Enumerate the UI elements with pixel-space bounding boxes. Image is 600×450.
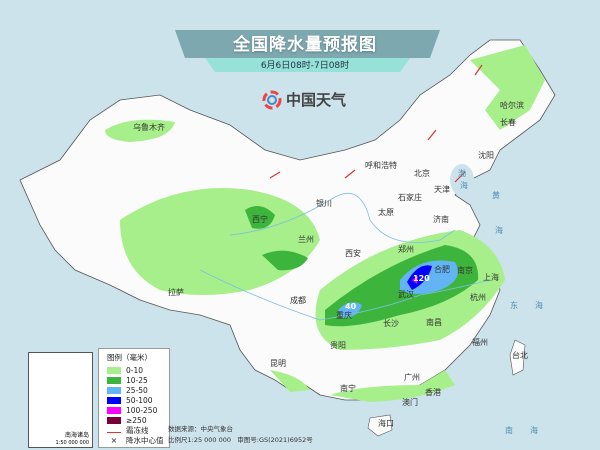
legend-swatch (107, 366, 121, 374)
city-label: 广州 (404, 373, 420, 382)
inset-title: 南海诸岛 (64, 432, 89, 439)
map-subtitle: 6月6日08时-7日08时 (260, 61, 350, 71)
city-label: 沈阳 (478, 151, 494, 160)
legend-label: 0-10 (126, 365, 144, 375)
city-label: 海口 (378, 419, 394, 428)
city-label: 南宁 (340, 384, 356, 393)
sea-label: 海 (535, 301, 543, 310)
sea-label: 南 (505, 426, 513, 435)
city-label: 乌鲁木齐 (133, 123, 165, 132)
legend-swatch (107, 386, 121, 394)
china-weather-logo-icon (262, 90, 282, 109)
legend-label: ≥250 (126, 415, 147, 425)
legend-swatch (107, 416, 121, 424)
source-info: 数据来源：中央气象台 比例尺1:25 000 000 审图号:GS(2021)6… (168, 424, 313, 446)
city-label: 杭州 (470, 293, 486, 302)
legend-item: 0-10 (107, 365, 169, 375)
city-label: 贵阳 (330, 341, 346, 350)
legend-item: 100-250 (107, 405, 169, 415)
legend-swatch (107, 406, 121, 414)
legend-swatch (107, 396, 121, 404)
legend: 图例（毫米） 0-10 10-25 25-50 50-100 100-250 ≥250 霜… (98, 348, 170, 448)
city-label: 哈尔滨 (500, 101, 524, 110)
city-label: 太原 (378, 208, 394, 217)
city-label: 武汉 (398, 290, 414, 299)
legend-label: 25-50 (126, 385, 148, 395)
city-label: 福州 (472, 338, 488, 347)
city-label: 昆明 (270, 359, 286, 368)
legend-title: 图例（毫米） (107, 353, 152, 362)
legend-item: 25-50 (107, 385, 169, 395)
legend-center: × 降水中心值 (107, 435, 169, 445)
precip-50-100 (407, 265, 432, 290)
precip-center-value: 40 (345, 302, 357, 311)
legend-label: 50-100 (126, 395, 153, 405)
city-label: 北京 (414, 169, 430, 178)
city-label: 天津 (434, 185, 450, 194)
cross-icon: × (110, 435, 118, 445)
sea-label: 海 (460, 181, 468, 190)
precip-100-250 (412, 276, 418, 284)
frost-lines (269, 64, 483, 183)
legend-label: 10-25 (126, 375, 148, 385)
city-label: 长春 (500, 118, 516, 127)
legend-item: ≥250 (107, 415, 169, 425)
sea-label: 海 (530, 426, 538, 435)
sea-label: 渤 (458, 169, 466, 178)
city-label: 台北 (512, 351, 528, 360)
bohai (450, 164, 474, 196)
legend-label: 100-250 (126, 405, 158, 415)
sea-label: 东 (510, 301, 518, 310)
city-label: 郑州 (398, 245, 414, 254)
sea-label: 黄 (492, 191, 500, 200)
frost-line-icon (107, 428, 121, 433)
city-label: 西安 (345, 249, 361, 258)
city-label: 南昌 (426, 318, 442, 327)
city-label: 西宁 (252, 215, 268, 224)
city-label: 合肥 (434, 265, 450, 274)
city-label: 澳门 (402, 398, 418, 407)
city-label: 长沙 (383, 319, 399, 328)
precip-center-value: 120 (413, 274, 430, 283)
rivers (199, 192, 491, 321)
city-label: 呼和浩特 (365, 161, 397, 170)
legend-item: 10-25 (107, 375, 169, 385)
city-label: 石家庄 (398, 193, 422, 202)
taiwan (509, 339, 526, 376)
city-label: 重庆 (336, 311, 352, 320)
city-label: 成都 (290, 296, 306, 305)
city-label: 拉萨 (168, 288, 184, 297)
approval-number: 审图号:GS(2021)6952号 (237, 436, 313, 444)
sea-label: 海 (495, 226, 503, 235)
brand-logo: 中国天气 (262, 89, 346, 110)
data-source: 数据来源：中央气象台 (168, 425, 233, 433)
legend-frost-line: 霜冻线 (107, 425, 169, 435)
map-scale: 比例尺1:25 000 000 (168, 436, 232, 444)
south-china-sea-inset: 南海诸岛 1:50 000 000 (28, 352, 93, 448)
hainan (367, 414, 393, 437)
city-label: 香港 (425, 388, 441, 397)
city-label: 济南 (433, 215, 449, 224)
brand-name: 中国天气 (286, 91, 347, 109)
city-label: 兰州 (298, 235, 314, 244)
city-label: 银川 (316, 199, 332, 208)
city-label: 南京 (457, 266, 473, 275)
legend-item: 50-100 (107, 395, 169, 405)
inset-scale: 1:50 000 000 (55, 440, 90, 446)
map-title: 全国降水量预报图 (233, 35, 377, 55)
legend-swatch (107, 376, 121, 384)
city-label: 上海 (483, 273, 499, 282)
title-banner: 全国降水量预报图 6月6日08时-7日08时 (175, 28, 435, 78)
banner-shape (175, 30, 440, 72)
